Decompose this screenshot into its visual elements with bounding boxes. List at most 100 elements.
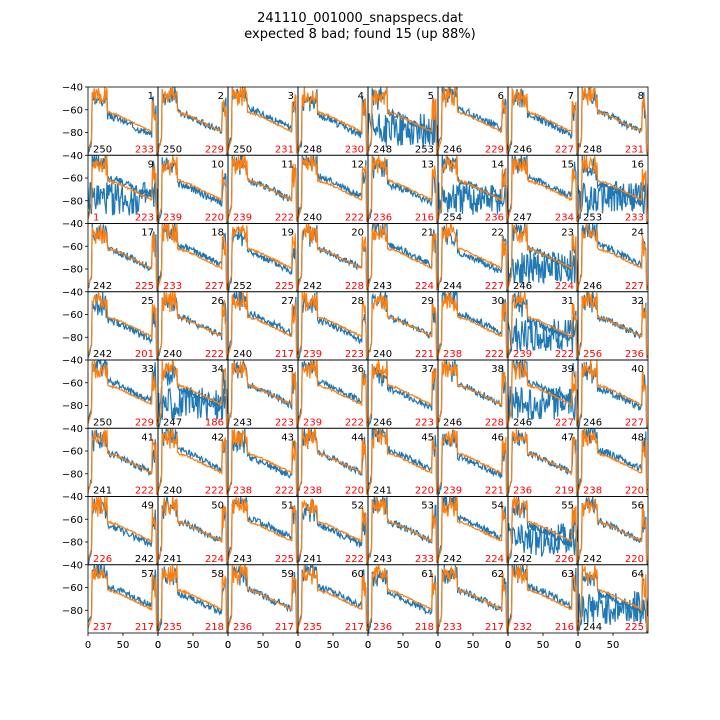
- panel-64: 64 244 225: [577, 564, 649, 634]
- panel-number: 52: [351, 501, 364, 512]
- series-orange-line: [438, 291, 508, 359]
- panel-right-count: 227: [555, 144, 574, 155]
- panel-27: 27 240 217: [227, 291, 299, 361]
- panel-right-count: 217: [275, 349, 294, 360]
- panel-number: 55: [561, 501, 574, 512]
- panel-29: 29 240 221: [367, 291, 439, 361]
- panel-28: 28 239 223: [297, 291, 369, 361]
- series-orange-line: [298, 564, 368, 632]
- y-tick-label: −40: [62, 424, 83, 435]
- series-blue-line: [228, 428, 298, 497]
- panel-number: 46: [491, 432, 504, 443]
- panel-number: 2: [218, 91, 224, 102]
- series-orange-line: [508, 87, 578, 154]
- panel-left-count: 242: [583, 554, 602, 565]
- x-tick-label: 0: [435, 640, 441, 651]
- panel-number: 14: [491, 159, 504, 170]
- panel-number: 28: [351, 296, 364, 307]
- panel-left-count: 254: [443, 213, 462, 224]
- series-orange-line: [298, 87, 368, 154]
- panel-24: 24 246 227: [577, 223, 649, 293]
- panel-right-count: 229: [485, 144, 504, 155]
- panel-left-count: 242: [93, 349, 112, 360]
- y-tick-label: −60: [62, 583, 83, 594]
- panel-54: 54 242 224: [437, 496, 509, 566]
- panel-number: 38: [491, 364, 504, 375]
- panel-41: 41 241 222: [87, 427, 159, 497]
- y-tick-label: −80: [62, 265, 83, 276]
- panel-number: 8: [638, 91, 644, 102]
- panel-right-count: 223: [345, 349, 364, 360]
- panel-49: 49 226 242: [87, 496, 159, 566]
- panel-left-count: 243: [373, 281, 392, 292]
- series-orange-line: [88, 223, 158, 291]
- panel-right-count: 222: [205, 349, 224, 360]
- x-tick-label: 0: [155, 640, 161, 651]
- series-orange-line: [368, 155, 438, 222]
- series-orange-line: [368, 564, 438, 632]
- panel-17: 17 242 225: [87, 223, 159, 293]
- series-orange-line: [228, 496, 298, 564]
- y-tick-label: −40: [62, 83, 83, 94]
- panel-12: 12 240 222: [297, 154, 369, 224]
- panel-right-count: 228: [345, 281, 364, 292]
- panel-number: 16: [631, 159, 644, 170]
- panel-left-count: 248: [303, 144, 322, 155]
- x-tick-label: 0: [225, 640, 231, 651]
- series-blue-line: [88, 360, 158, 424]
- series-blue-line: [578, 155, 648, 224]
- series-blue-line: [158, 223, 228, 289]
- series-orange-line: [88, 87, 158, 154]
- panel-left-count: 241: [93, 486, 112, 497]
- panel-34: 34 247 186: [157, 359, 229, 429]
- x-tick-label: 50: [257, 640, 270, 651]
- panel-60: 60 235 217: [297, 564, 369, 634]
- panel-left-count: 241: [373, 486, 392, 497]
- panel-10: 10 239 220: [157, 154, 229, 224]
- panel-right-count: 217: [275, 622, 294, 633]
- panel-left-count: 253: [583, 213, 602, 224]
- panel-right-count: 227: [625, 281, 644, 292]
- y-tick-label: −60: [62, 174, 83, 185]
- panel-number: 12: [351, 159, 364, 170]
- series-orange-line: [88, 155, 158, 222]
- panel-6: 6 246 229: [437, 86, 509, 156]
- panel-right-count: 234: [555, 213, 574, 224]
- series-orange-line: [508, 157, 578, 222]
- series-blue-line: [298, 498, 368, 565]
- panel-number: 33: [141, 364, 154, 375]
- panel-right-count: 216: [415, 213, 434, 224]
- x-tick-label: 0: [505, 640, 511, 651]
- series-orange-line: [88, 360, 158, 427]
- panel-number: 61: [421, 569, 434, 580]
- panel-number: 60: [351, 569, 364, 580]
- panel-right-count: 242: [135, 554, 154, 565]
- panel-left-count: 238: [303, 486, 322, 497]
- series-blue-line: [578, 291, 648, 359]
- panel-right-count: 222: [275, 213, 294, 224]
- panel-number: 40: [631, 364, 644, 375]
- panel-number: 5: [428, 91, 434, 102]
- series-orange-line: [88, 565, 158, 632]
- series-orange-line: [88, 496, 158, 564]
- panel-56: 56 242 220: [577, 496, 649, 566]
- panel-left-count: 235: [303, 622, 322, 633]
- panel-left-count: 250: [93, 144, 112, 155]
- series-blue-line: [368, 569, 438, 633]
- panel-right-count: 227: [555, 417, 574, 428]
- panel-number: 37: [421, 364, 434, 375]
- panel-left-count: 239: [513, 349, 532, 360]
- panel-number: 29: [421, 296, 434, 307]
- panel-number: 11: [281, 159, 294, 170]
- panel-42: 42 240 222: [157, 427, 229, 497]
- panel-number: 51: [281, 501, 294, 512]
- panel-number: 9: [148, 159, 154, 170]
- panel-5: 5 248 253: [367, 86, 439, 156]
- panel-left-count: 240: [163, 349, 182, 360]
- panel-right-count: 222: [135, 486, 154, 497]
- series-blue-line: [228, 291, 298, 356]
- panel-right-count: 219: [555, 486, 574, 497]
- panel-right-count: 233: [625, 213, 644, 224]
- x-tick-label: 50: [537, 640, 550, 651]
- series-orange-line: [578, 291, 648, 359]
